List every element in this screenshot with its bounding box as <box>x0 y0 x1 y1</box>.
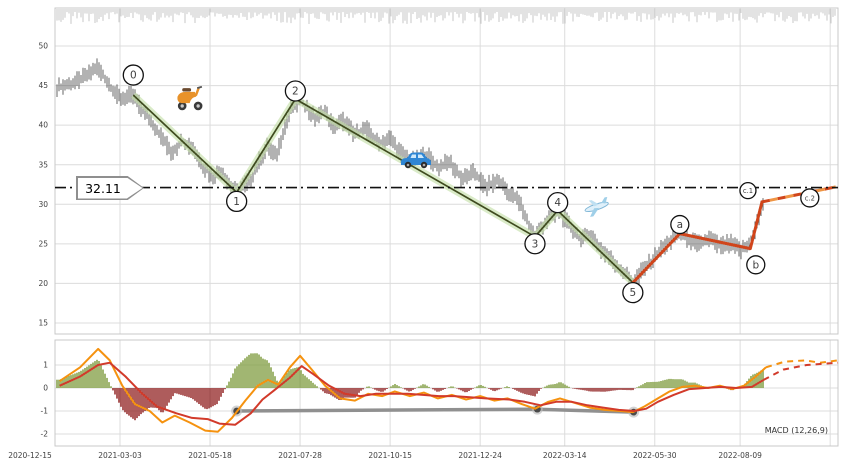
macd-ytick-label: -1 <box>41 407 49 416</box>
wave-marker-3 <box>524 233 546 255</box>
macd-trough-line <box>234 407 636 414</box>
macd-ytick-label: 0 <box>43 384 48 393</box>
macd-indicator-label: MACD (12,26,9) <box>764 426 828 435</box>
wave-marker-label-a: a <box>677 219 683 231</box>
signal-line-projection <box>763 361 839 381</box>
price-ytick-label: 30 <box>38 200 48 209</box>
wave-marker-c.1 <box>739 181 757 200</box>
impulse-wave-line <box>132 94 634 284</box>
wave-marker-label-c.2: c.2 <box>805 194 815 202</box>
corrective-projection-dash-orange <box>761 185 836 204</box>
price-ytick-label: 15 <box>38 319 48 328</box>
xtick-label: 2021-10-15 <box>368 451 412 460</box>
macd-ytick-label: 1 <box>43 361 48 370</box>
wave-marker-2 <box>284 80 307 102</box>
wave-marker-5 <box>622 281 644 304</box>
wave-marker-1 <box>226 190 248 213</box>
price-ytick-label: 25 <box>38 239 48 248</box>
price-ytick-label: 40 <box>38 121 48 130</box>
xtick-label: 2022-03-14 <box>543 451 587 460</box>
wave-marker-label-2: 2 <box>292 86 299 98</box>
xtick-label: 2021-07-28 <box>278 451 322 460</box>
xtick-label: 2022-05-30 <box>633 451 677 460</box>
price-ytick-label: 35 <box>38 160 48 169</box>
wave-marker-label-5: 5 <box>630 287 637 299</box>
wave-marker-c.2 <box>800 188 820 208</box>
wave-marker-label-4: 4 <box>554 197 561 209</box>
price-panel-border <box>54 7 839 335</box>
price-ytick-label: 20 <box>38 279 48 288</box>
xtick-label: 2022-08-09 <box>718 451 762 460</box>
macd-line-projection <box>765 359 839 369</box>
xtick-label: 2021-05-18 <box>188 451 232 460</box>
price-level-badge: 32.11 <box>76 176 144 200</box>
wave-marker-label-b: b <box>752 259 759 271</box>
macd-panel-border <box>54 339 839 447</box>
xtick-label: 2020-12-15 <box>8 451 52 460</box>
price-ytick-label: 50 <box>38 42 48 51</box>
wave-marker-label-3: 3 <box>532 238 539 250</box>
wave-marker-b <box>746 255 766 275</box>
wave-marker-a <box>670 214 690 235</box>
xtick-label: 2021-12-24 <box>458 451 502 460</box>
price-level-value: 32.11 <box>85 180 121 196</box>
impulse-wave-halo <box>130 92 636 286</box>
xtick-label: 2021-03-03 <box>98 451 142 460</box>
wave-marker-label-1: 1 <box>233 196 240 208</box>
price-level-badge-inner: 32.11 <box>77 177 143 199</box>
corrective-projection-dash-red <box>761 185 836 204</box>
signal-line <box>59 361 765 426</box>
wave-marker-label-0: 0 <box>130 70 137 82</box>
price-ytick-label: 45 <box>38 81 48 90</box>
corrective-wave-line <box>631 200 764 285</box>
macd-ytick-label: -2 <box>41 430 49 439</box>
wave-marker-0 <box>122 64 144 86</box>
wave-marker-label-c.1: c.1 <box>743 187 753 195</box>
wave-marker-4 <box>547 191 569 214</box>
scooter-icon <box>176 85 204 112</box>
volume-bars <box>56 9 836 24</box>
airplane-icon <box>582 194 612 219</box>
